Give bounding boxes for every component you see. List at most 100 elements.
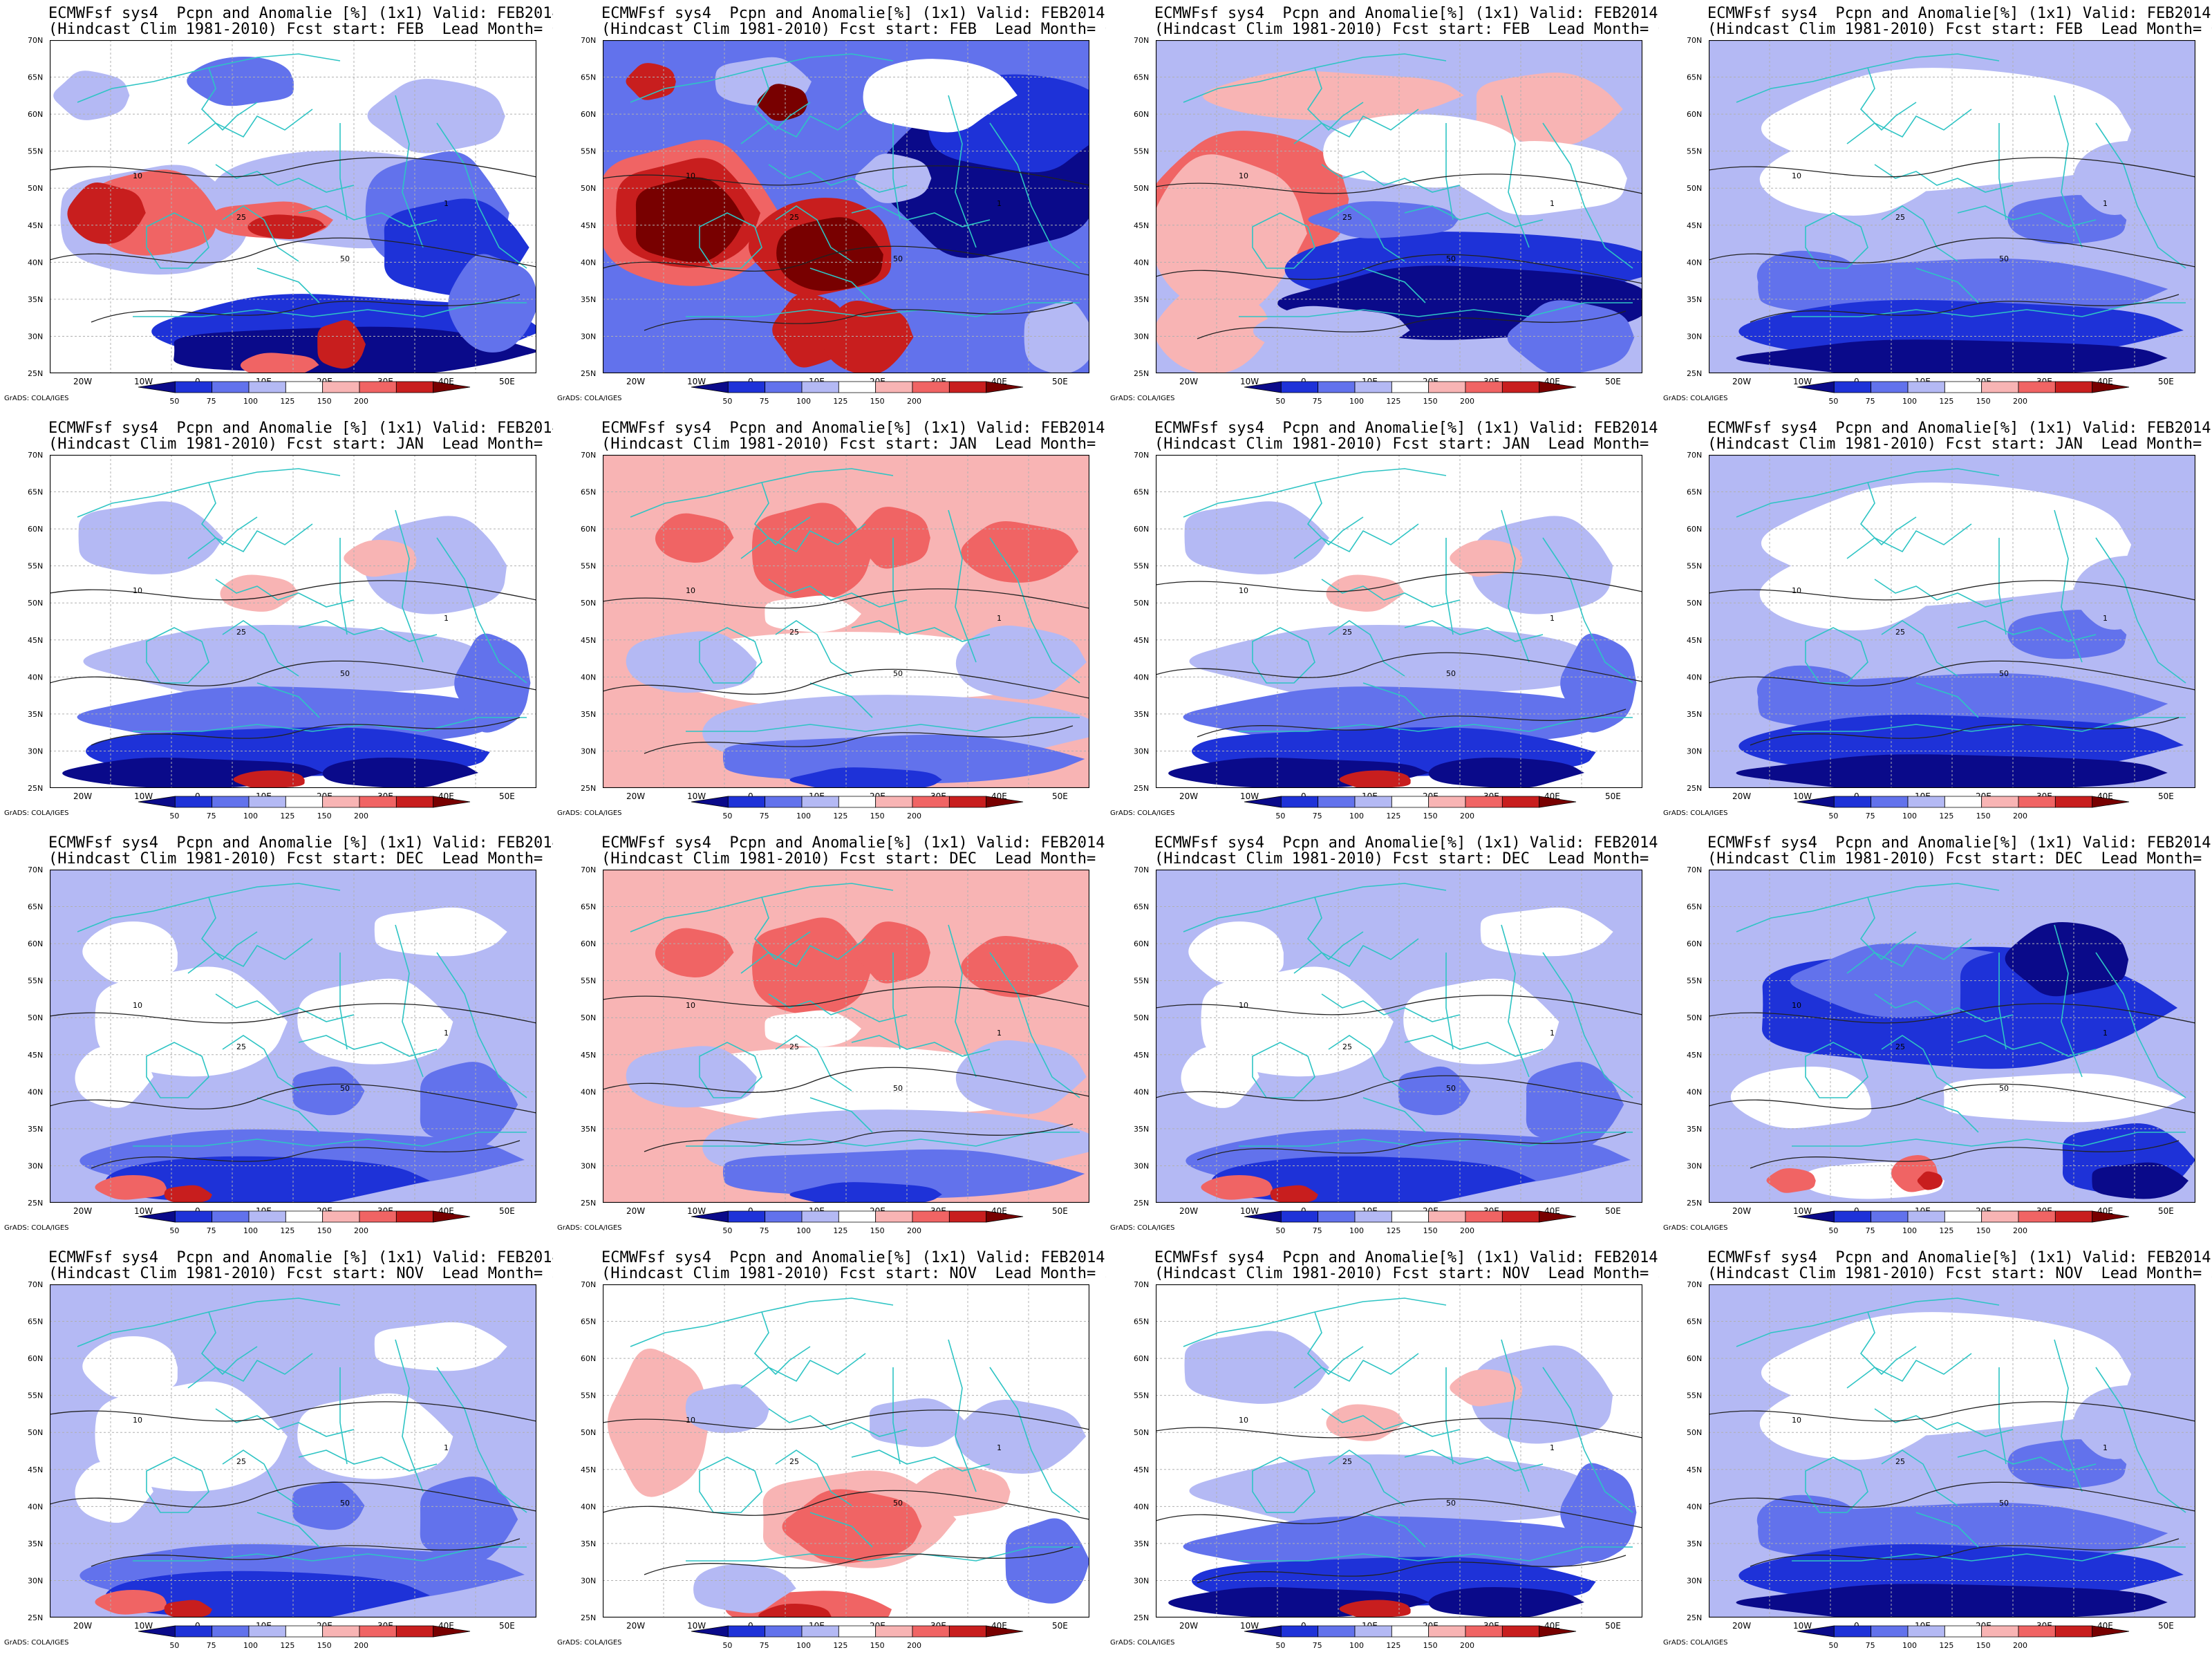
- contour-label: 1: [2103, 614, 2108, 623]
- coastlines: [1736, 883, 2186, 1147]
- legend-swatch: [322, 796, 360, 808]
- latitude-label: 45N: [581, 1465, 596, 1474]
- latitude-label: 40N: [581, 673, 596, 682]
- contour-label: 1: [997, 1443, 1002, 1452]
- legend-swatch: [2054, 1210, 2093, 1223]
- latitude-label: 70N: [581, 36, 596, 45]
- legend-swatch: [359, 1625, 397, 1638]
- map-gridlines: [603, 1284, 1089, 1618]
- legend-swatch: [1907, 1625, 1945, 1638]
- longitude-label: 10W: [1240, 377, 1259, 386]
- legend-tick-label: 75: [1313, 397, 1322, 406]
- legend-tick-label: 125: [1386, 397, 1400, 406]
- legend-swatch: [1391, 381, 1430, 393]
- legend-tick-label: 100: [1902, 1641, 1917, 1650]
- anomaly-region: [1470, 516, 1613, 615]
- legend-swatch: [395, 796, 434, 808]
- latitude-label: 45N: [1687, 1051, 1702, 1060]
- map-frame: [1156, 40, 1642, 373]
- legend-tick-label: 75: [760, 397, 769, 406]
- legend-swatch: [1465, 1210, 1503, 1223]
- coastlines: [630, 1297, 1080, 1562]
- latitude-label: 55N: [581, 147, 596, 156]
- latitude-label: 45N: [581, 636, 596, 645]
- coastlines: [1736, 468, 2186, 732]
- anomaly-region: [367, 79, 505, 153]
- contour-label: 25: [236, 213, 246, 222]
- anomaly-region: [1201, 1174, 1273, 1200]
- contour-label: 50: [1999, 669, 2009, 678]
- contour-label: 50: [340, 1499, 350, 1508]
- latitude-label: 35N: [1687, 1125, 1702, 1134]
- longitude-label: 50E: [1052, 791, 1068, 801]
- latitude-label: 55N: [1134, 562, 1149, 571]
- latitude-label: 65N: [28, 488, 43, 497]
- map-frame: [1709, 40, 2195, 373]
- anomaly-region: [2073, 1385, 2168, 1459]
- contour-label: 1: [2103, 1443, 2108, 1452]
- anomaly-region: [1450, 1369, 1523, 1407]
- legend-swatch: [212, 796, 250, 808]
- panel-title-line2: (Hindcast Clim 1981-2010) Fcst start: JA…: [1154, 435, 1659, 453]
- forecast-panel: ECMWFsf sys4 Pcpn and Anomalie[%] (1x1) …: [553, 0, 1106, 415]
- longitude-label: 50E: [1605, 377, 1621, 386]
- map-axes: 70N65N60N55N50N45N40N35N30N25N20W10W010E…: [28, 36, 515, 386]
- legend-swatch: [1280, 796, 1319, 808]
- climatology-contours: [603, 1409, 1089, 1575]
- legend-tick-label: 50: [1275, 397, 1285, 406]
- legend-swatch: [433, 1625, 471, 1638]
- legend-swatch: [1944, 1625, 1983, 1638]
- map-frame: [50, 455, 536, 788]
- anomaly-region: [1526, 1062, 1624, 1147]
- legend-tick-label: 125: [1386, 1641, 1400, 1650]
- color-legend: 50 75 100 125 150 200: [691, 796, 1024, 821]
- legend-swatch: [1428, 381, 1466, 393]
- legend-tick-label: 50: [1828, 397, 1838, 406]
- legend-tick-label: 125: [280, 1226, 294, 1235]
- panel-title-line1: ECMWFsf sys4 Pcpn and Anomalie [%] (1x1)…: [48, 1249, 553, 1266]
- anomaly-region: [1759, 556, 1943, 630]
- legend-swatch: [138, 381, 176, 393]
- anomaly-region: [1756, 1494, 1861, 1544]
- map-axes: 70N65N60N55N50N45N40N35N30N25N20W10W010E…: [1134, 865, 1621, 1216]
- anomaly-region: [1766, 1168, 1816, 1193]
- latitude-label: 60N: [28, 1354, 43, 1363]
- panel-title-line1: ECMWFsf sys4 Pcpn and Anomalie[%] (1x1) …: [1154, 5, 1658, 22]
- anomaly-region: [955, 626, 1087, 700]
- forecast-panel: ECMWFsf sys4 Pcpn and Anomalie [%] (1x1)…: [0, 830, 553, 1244]
- map-frame: [50, 870, 536, 1203]
- map-frame: [50, 40, 536, 373]
- forecast-panel: ECMWFsf sys4 Pcpn and Anomalie[%] (1x1) …: [1106, 415, 1659, 830]
- panel-title-line2: (Hindcast Clim 1981-2010) Fcst start: FE…: [1154, 21, 1659, 38]
- legend-swatch: [285, 796, 324, 808]
- legend-swatch: [986, 796, 1024, 808]
- latitude-label: 30N: [1134, 1576, 1149, 1585]
- panel-title-line2: (Hindcast Clim 1981-2010) Fcst start: FE…: [1707, 21, 2212, 38]
- panel-title-line2: (Hindcast Clim 1981-2010) Fcst start: FE…: [48, 21, 553, 38]
- latitude-label: 30N: [1134, 747, 1149, 756]
- legend-tick-label: 150: [317, 1226, 332, 1235]
- anomaly-region: [454, 633, 531, 733]
- latitude-label: 30N: [1687, 1161, 1702, 1170]
- contour-label: 50: [1446, 254, 1456, 263]
- panel-title-line1: ECMWFsf sys4 Pcpn and Anomalie [%] (1x1)…: [48, 834, 553, 852]
- panel-title: ECMWFsf sys4 Pcpn and Anomalie[%] (1x1) …: [601, 1250, 1106, 1282]
- contour-label: 1: [1550, 1029, 1555, 1038]
- legend-swatch: [212, 381, 250, 393]
- legend-swatch: [1501, 796, 1540, 808]
- latitude-label: 50N: [1134, 1013, 1149, 1022]
- longitude-label: 50E: [2158, 1621, 2174, 1631]
- legend-swatch: [912, 1210, 950, 1223]
- latitude-label: 50N: [581, 599, 596, 608]
- legend-tick-label: 100: [1349, 812, 1364, 821]
- latitude-label: 50N: [28, 1013, 43, 1022]
- latitude-label: 70N: [1134, 36, 1149, 45]
- legend-swatch: [1833, 381, 1872, 393]
- legend-swatch: [875, 1210, 913, 1223]
- latitude-label: 25N: [1687, 1199, 1702, 1208]
- legend-tick-label: 50: [1275, 1641, 1285, 1650]
- legend-swatch: [1501, 1210, 1540, 1223]
- longitude-label: 20W: [626, 377, 645, 386]
- anomaly-region: [2005, 922, 2129, 997]
- climatology-contours: [1709, 157, 2195, 323]
